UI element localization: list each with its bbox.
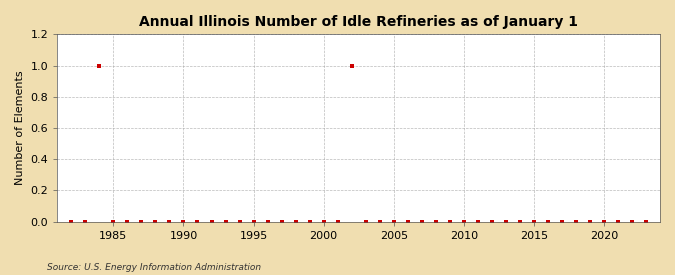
Y-axis label: Number of Elements: Number of Elements [15,71,25,185]
Title: Annual Illinois Number of Idle Refineries as of January 1: Annual Illinois Number of Idle Refinerie… [139,15,578,29]
Text: Source: U.S. Energy Information Administration: Source: U.S. Energy Information Administ… [47,263,261,272]
